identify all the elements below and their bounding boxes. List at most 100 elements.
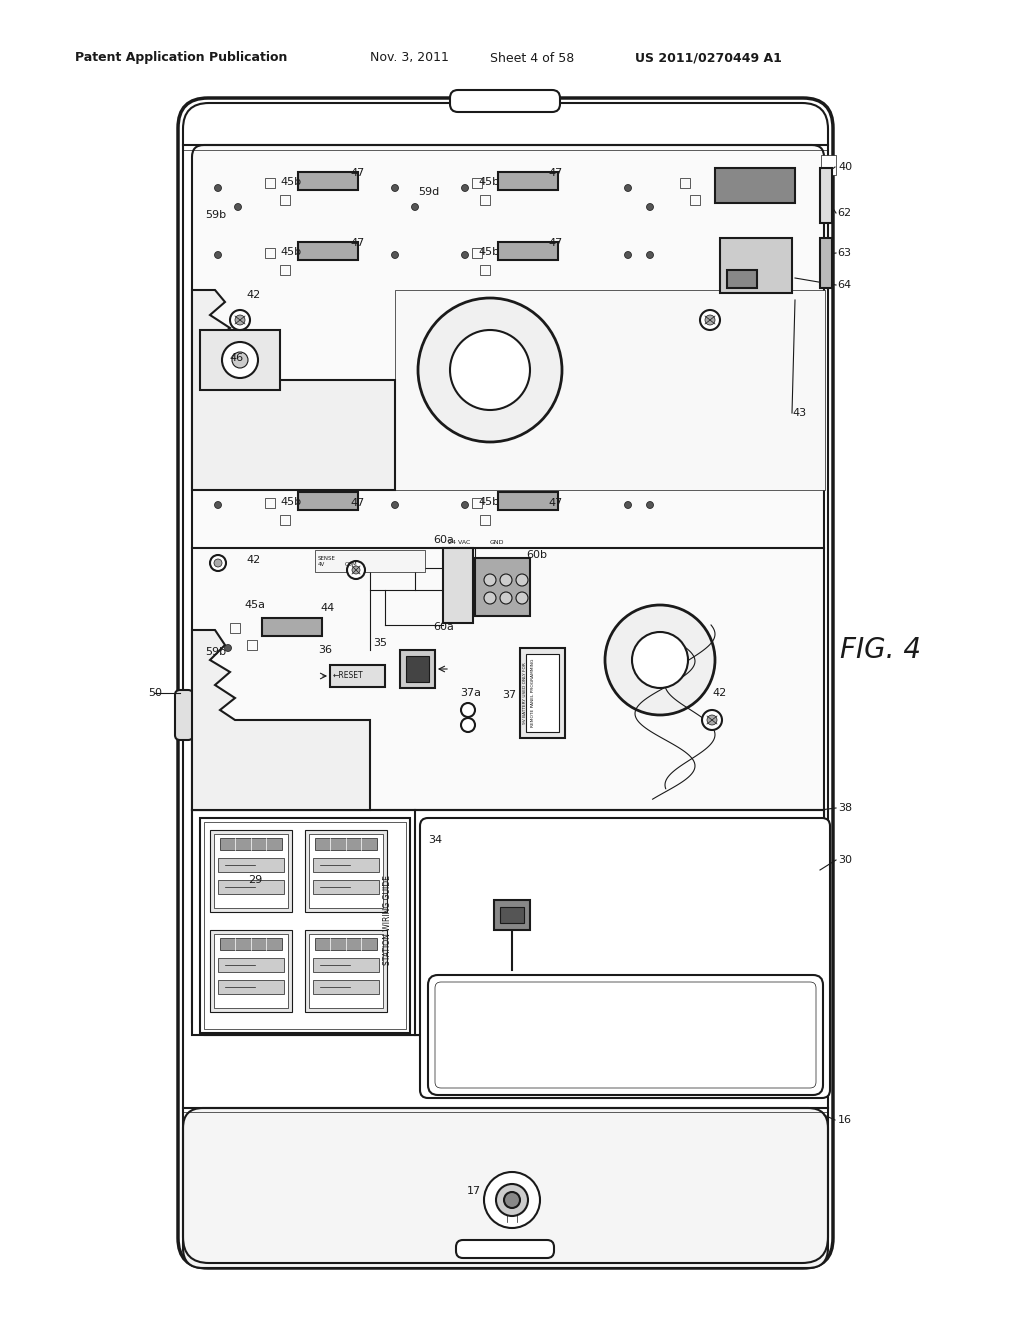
Text: 64: 64 xyxy=(837,280,851,290)
Bar xyxy=(305,830,387,912)
Bar xyxy=(298,242,358,260)
Bar xyxy=(330,665,385,686)
Circle shape xyxy=(214,185,221,191)
Text: 24 VAC: 24 VAC xyxy=(449,540,470,545)
Circle shape xyxy=(462,502,469,508)
Bar xyxy=(315,550,425,572)
Bar xyxy=(520,648,565,738)
Bar xyxy=(400,649,435,688)
Text: 46: 46 xyxy=(229,352,243,363)
Circle shape xyxy=(222,342,258,378)
Circle shape xyxy=(700,310,720,330)
Bar xyxy=(218,880,284,894)
Bar xyxy=(680,178,690,187)
Bar xyxy=(313,979,379,994)
Circle shape xyxy=(500,574,512,586)
Bar xyxy=(715,168,795,203)
Bar xyxy=(475,558,530,616)
Text: 60a: 60a xyxy=(433,535,454,545)
Circle shape xyxy=(702,710,722,730)
Bar xyxy=(472,248,482,257)
Circle shape xyxy=(646,502,653,508)
Bar xyxy=(720,238,792,293)
Bar xyxy=(262,618,322,636)
Bar xyxy=(200,818,410,1034)
Bar xyxy=(480,265,490,275)
Bar xyxy=(265,178,275,187)
Circle shape xyxy=(462,252,469,259)
Circle shape xyxy=(625,252,632,259)
Text: 38: 38 xyxy=(838,803,852,813)
Bar xyxy=(210,830,292,912)
Text: 45b: 45b xyxy=(280,247,301,257)
Circle shape xyxy=(484,591,496,605)
Circle shape xyxy=(412,203,419,210)
Text: 42: 42 xyxy=(246,290,260,300)
Bar xyxy=(214,935,288,1008)
Circle shape xyxy=(504,1192,520,1208)
Bar xyxy=(309,935,383,1008)
Bar xyxy=(315,838,377,850)
Circle shape xyxy=(391,252,398,259)
Text: 42: 42 xyxy=(246,554,260,565)
Bar xyxy=(313,958,379,972)
Circle shape xyxy=(462,185,469,191)
Text: 60b: 60b xyxy=(526,550,547,560)
Text: 40: 40 xyxy=(838,162,852,172)
Text: 42: 42 xyxy=(712,688,726,698)
Bar xyxy=(500,907,524,923)
Text: 47: 47 xyxy=(548,238,562,248)
Circle shape xyxy=(234,203,242,210)
Circle shape xyxy=(500,591,512,605)
Circle shape xyxy=(496,1184,528,1216)
Circle shape xyxy=(605,605,715,715)
Bar xyxy=(204,822,406,1030)
Polygon shape xyxy=(193,630,370,810)
Text: 37: 37 xyxy=(502,690,516,700)
Bar xyxy=(218,858,284,873)
Text: 45b: 45b xyxy=(280,177,301,187)
Text: 47: 47 xyxy=(350,168,365,178)
FancyBboxPatch shape xyxy=(428,975,823,1096)
Text: ←RESET: ←RESET xyxy=(333,672,364,681)
Bar xyxy=(443,548,473,623)
Circle shape xyxy=(707,715,717,725)
Circle shape xyxy=(625,185,632,191)
Bar xyxy=(309,834,383,908)
Circle shape xyxy=(232,352,248,368)
Text: 17: 17 xyxy=(467,1185,481,1196)
Bar xyxy=(218,958,284,972)
Text: 47: 47 xyxy=(350,238,365,248)
Bar xyxy=(498,242,558,260)
Bar xyxy=(690,195,700,205)
FancyBboxPatch shape xyxy=(456,1239,554,1258)
Bar xyxy=(280,515,290,525)
Text: 44: 44 xyxy=(319,603,334,612)
Bar xyxy=(494,900,530,931)
Bar xyxy=(193,810,824,1035)
Text: 60a: 60a xyxy=(433,622,454,632)
Text: 59b: 59b xyxy=(205,210,226,220)
Text: 45b: 45b xyxy=(478,177,499,187)
FancyBboxPatch shape xyxy=(193,145,824,1035)
Text: 36: 36 xyxy=(318,645,332,655)
Bar xyxy=(727,271,757,288)
Bar xyxy=(472,178,482,187)
Circle shape xyxy=(224,644,231,652)
Text: 34: 34 xyxy=(428,836,442,845)
Text: 45b: 45b xyxy=(478,247,499,257)
Text: 30: 30 xyxy=(838,855,852,865)
Circle shape xyxy=(484,1172,540,1228)
Bar xyxy=(214,834,288,908)
Circle shape xyxy=(347,561,365,579)
FancyBboxPatch shape xyxy=(183,1107,828,1269)
Text: 63: 63 xyxy=(837,248,851,257)
Bar xyxy=(218,979,284,994)
Bar xyxy=(280,195,290,205)
Bar xyxy=(210,931,292,1012)
Text: 45b: 45b xyxy=(478,498,499,507)
Text: 59b: 59b xyxy=(205,647,226,657)
Bar xyxy=(313,858,379,873)
Bar xyxy=(280,265,290,275)
Bar xyxy=(498,172,558,190)
